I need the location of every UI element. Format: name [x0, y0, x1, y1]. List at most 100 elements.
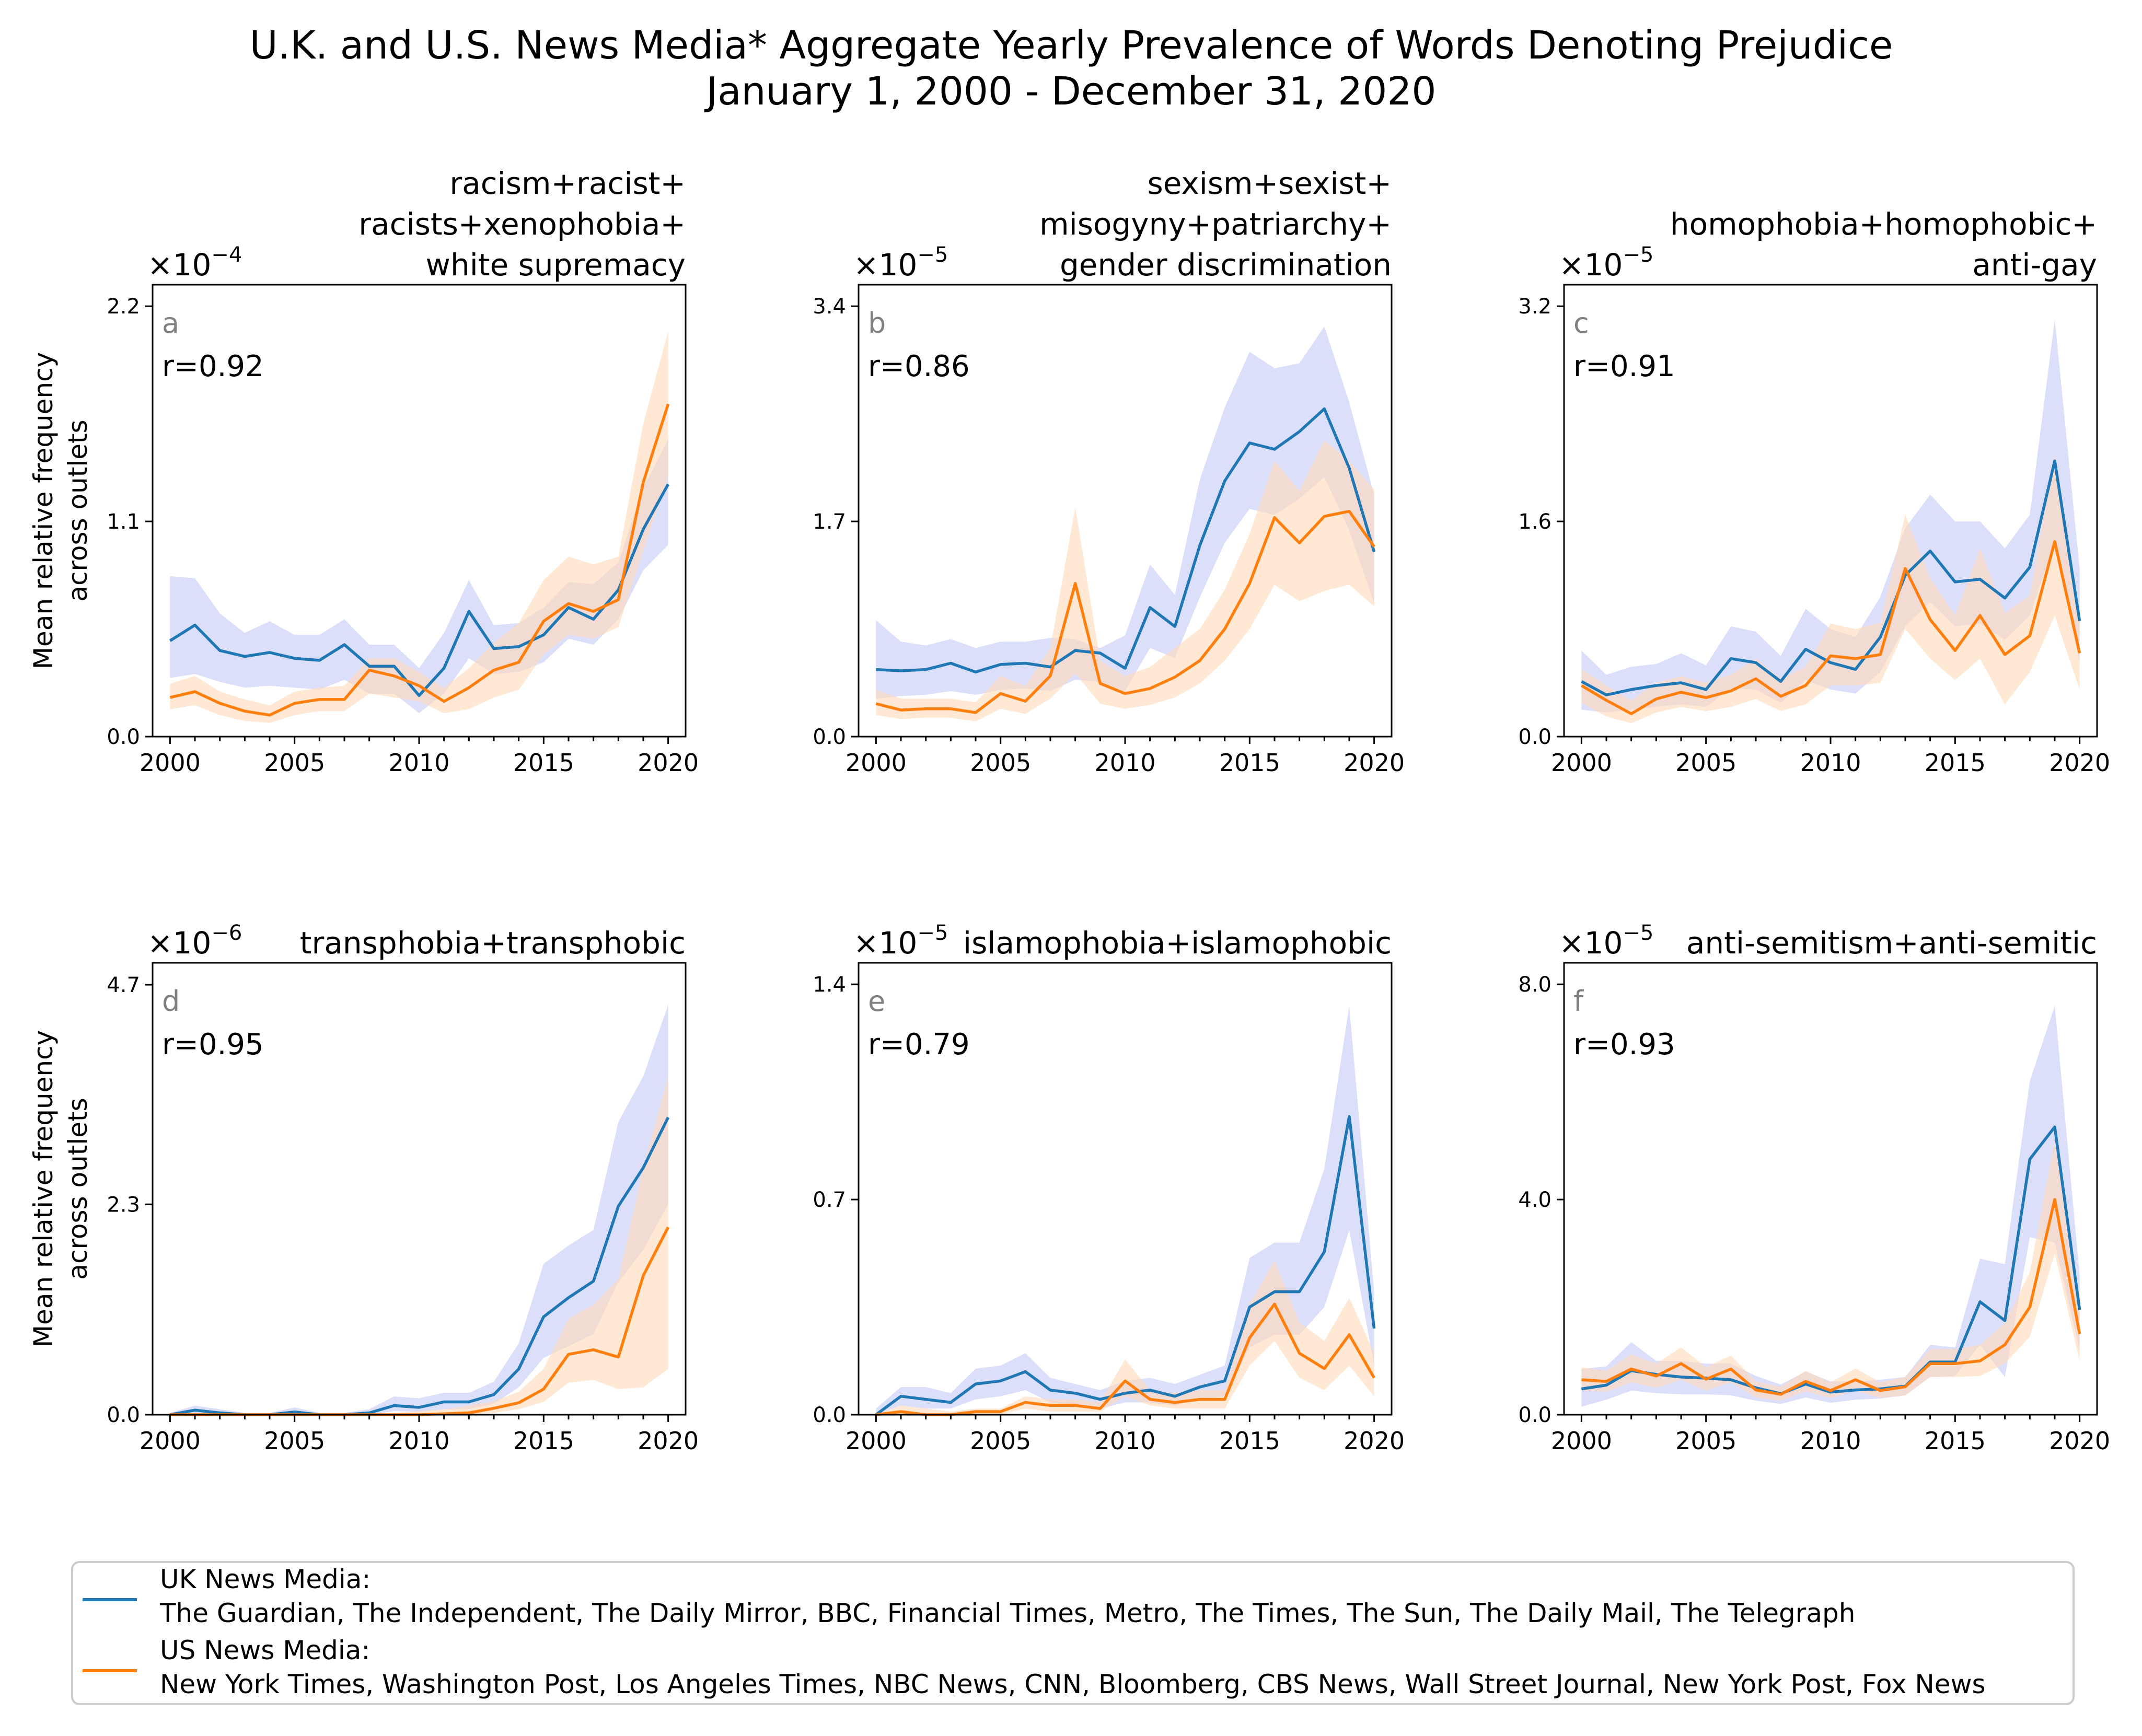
subplot-title-a: white supremacy — [426, 247, 686, 283]
y-axis-label-d: across outlets — [63, 1098, 93, 1279]
x-tick-label: 2005 — [1675, 749, 1736, 777]
x-tick-label: 2000 — [846, 749, 907, 777]
y-tick-label: 4.0 — [1518, 1188, 1551, 1212]
y-tick-label: 0.7 — [813, 1188, 846, 1212]
subplot-title-c: homophobia+homophobic+ — [1670, 206, 2097, 242]
x-tick-label: 2005 — [1675, 1427, 1736, 1455]
legend-us-outlets: New York Times, Washington Post, Los Ang… — [160, 1669, 1986, 1699]
x-tick-label: 2005 — [970, 749, 1031, 777]
band-uk-d — [170, 1005, 668, 1415]
subplot-c: 2000 2005 2010 2015 2020 0.0 1.6 3.2 ×10−5 homoph… — [1518, 206, 2110, 777]
x-tick-label: 2020 — [1344, 1427, 1405, 1455]
x-tick-label: 2015 — [1219, 1427, 1280, 1455]
band-uk-b — [876, 327, 1374, 699]
x-tick-label: 2020 — [1344, 749, 1405, 777]
y-tick-label: 1.4 — [813, 973, 846, 997]
subplot-title-a: racism+racist+ — [449, 166, 686, 201]
x-tick-label: 2010 — [388, 749, 449, 777]
correlation-label-b: r=0.86 — [868, 349, 970, 383]
y-tick-label: 4.7 — [107, 973, 140, 997]
y-tick-label: 1.7 — [813, 510, 846, 534]
y-tick-label: 0.0 — [813, 725, 846, 749]
subplot-title-b: gender discrimination — [1060, 247, 1392, 283]
series-line-uk-e — [875, 1115, 1376, 1416]
subplot-letter-d: d — [162, 985, 180, 1018]
x-tick-label: 2005 — [264, 749, 325, 777]
subplot-title-e: islamophobia+islamophobic — [963, 925, 1392, 961]
x-tick-label: 2005 — [970, 1427, 1031, 1455]
subplot-letter-f: f — [1573, 985, 1584, 1018]
x-tick-label: 2020 — [638, 749, 699, 777]
y-tick-label: 1.1 — [107, 510, 140, 534]
y-tick-label: 2.2 — [107, 295, 140, 319]
legend-frame — [71, 1561, 2075, 1705]
correlation-label-e: r=0.79 — [868, 1028, 970, 1062]
series-line-uk-b — [876, 407, 1376, 674]
x-tick-label: 2000 — [1551, 749, 1612, 777]
subplot-letter-a: a — [162, 307, 179, 340]
series-line-us-e — [876, 1302, 1375, 1416]
subplot-grid: 2000 2005 2010 2015 2020 0.0 1.1 2.2 ×10−4 racism… — [28, 166, 2110, 1455]
series-line-uk-c — [1581, 459, 2081, 696]
series-line-uk-a — [169, 483, 670, 697]
subplot-title-d: transphobia+transphobic — [300, 925, 686, 961]
subplot-a: 2000 2005 2010 2015 2020 0.0 1.1 2.2 ×10−4 racism… — [28, 166, 699, 777]
correlation-label-d: r=0.95 — [162, 1028, 264, 1062]
subplot-title-a: racists+xenophobia+ — [358, 206, 686, 242]
y-axis-label-d: Mean relative frequency — [28, 1030, 59, 1347]
band-uk-c — [1581, 319, 2080, 713]
subplot-title-b: sexism+sexist+ — [1147, 166, 1392, 201]
x-tick-label: 2015 — [1219, 749, 1280, 777]
y-scale-multiplier-d: ×10−6 — [147, 921, 242, 961]
legend-us-label: US News Media: — [160, 1635, 370, 1665]
legend-uk-label: UK News Media: — [160, 1564, 370, 1594]
x-tick-label: 2015 — [513, 749, 574, 777]
correlation-label-a: r=0.92 — [162, 349, 264, 383]
y-scale-multiplier-c: ×10−5 — [1559, 243, 1653, 283]
y-axis-label-a: across outlets — [63, 420, 93, 601]
y-tick-label: 0.0 — [107, 725, 140, 749]
series-line-uk-f — [1581, 1125, 2081, 1395]
y-tick-label: 0.0 — [107, 1403, 140, 1427]
series-line-us-a — [169, 403, 670, 717]
correlation-label-c: r=0.91 — [1573, 349, 1675, 383]
series-line-us-f — [1581, 1198, 2081, 1396]
y-scale-multiplier-e: ×10−5 — [853, 921, 948, 961]
x-tick-label: 2015 — [513, 1427, 574, 1455]
subplot-letter-b: b — [868, 307, 886, 340]
legend: UK News Media: The Guardian, The Indepen… — [71, 1561, 2075, 1705]
y-scale-multiplier-a: ×10−4 — [147, 243, 242, 283]
y-tick-label: 1.6 — [1518, 510, 1551, 534]
x-tick-label: 2010 — [388, 1427, 449, 1455]
x-tick-label: 2000 — [140, 1427, 201, 1455]
y-tick-label: 3.4 — [813, 295, 846, 319]
x-tick-label: 2020 — [638, 1427, 699, 1455]
band-us-d — [170, 1076, 668, 1415]
legend-uk-outlets: The Guardian, The Independent, The Daily… — [159, 1598, 1855, 1628]
band-us-a — [170, 331, 668, 723]
x-tick-label: 2010 — [1800, 749, 1861, 777]
y-tick-label: 0.0 — [1518, 725, 1551, 749]
series-line-us-c — [1580, 540, 2081, 715]
subplot-e: 2000 2005 2010 2015 2020 0.0 0.7 1.4 ×10−5 islamo… — [813, 921, 1405, 1455]
band-us-e — [876, 1261, 1374, 1415]
subplot-title-b: misogyny+patriarchy+ — [1039, 206, 1392, 242]
band-us-b — [876, 440, 1374, 721]
y-scale-multiplier-b: ×10−5 — [853, 243, 948, 283]
band-us-c — [1581, 454, 2080, 724]
figure-title-line1: U.K. and U.S. News Media* Aggregate Year… — [250, 23, 1893, 68]
figure-title-line2: January 1, 2000 - December 31, 2020 — [704, 69, 1436, 114]
x-tick-label: 2010 — [1094, 1427, 1155, 1455]
x-tick-label: 2000 — [140, 749, 201, 777]
series-line-us-b — [875, 509, 1375, 714]
x-tick-label: 2000 — [846, 1427, 907, 1455]
y-tick-label: 3.2 — [1518, 295, 1551, 319]
subplot-title-c: anti-gay — [1972, 247, 2097, 283]
x-tick-label: 2020 — [2049, 1427, 2110, 1455]
y-tick-label: 8.0 — [1518, 973, 1551, 997]
x-tick-label: 2015 — [1925, 749, 1986, 777]
y-scale-multiplier-f: ×10−5 — [1559, 921, 1653, 961]
x-tick-label: 2010 — [1094, 749, 1155, 777]
